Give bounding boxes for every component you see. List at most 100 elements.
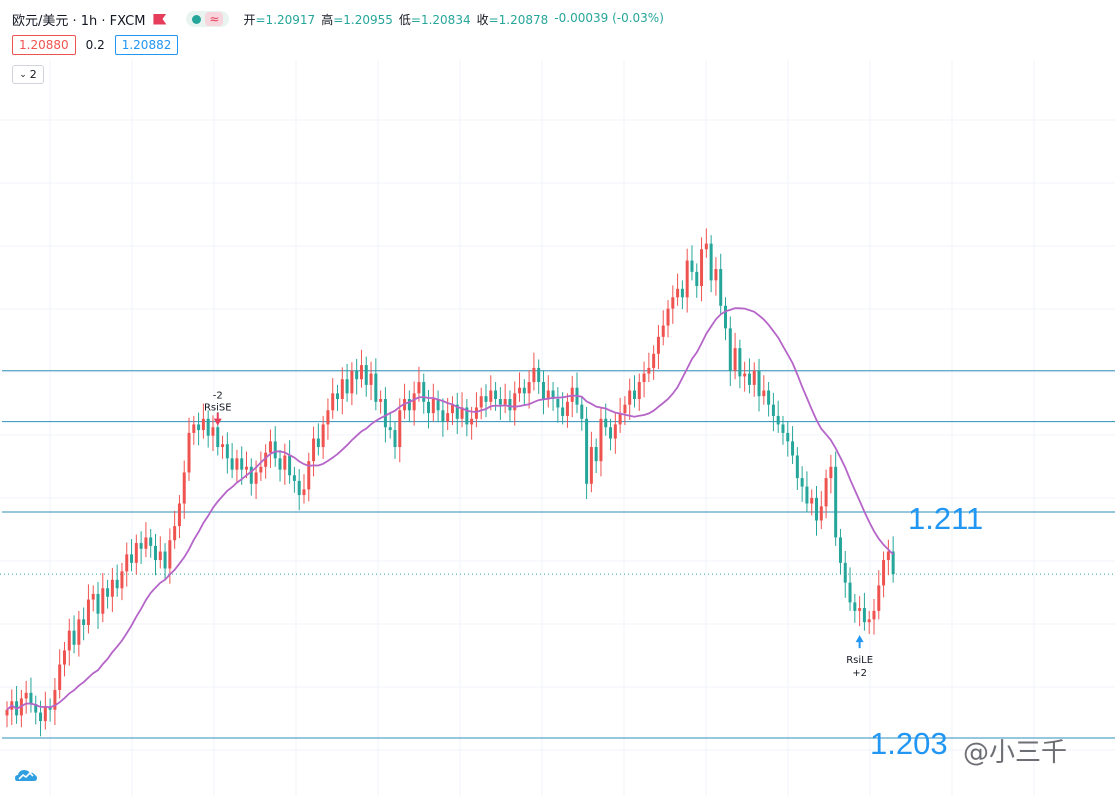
candle[interactable]: [249, 458, 253, 496]
candle[interactable]: [503, 383, 507, 414]
status-pill[interactable]: ≈: [186, 11, 230, 27]
candle[interactable]: [427, 389, 431, 429]
candle[interactable]: [829, 454, 833, 494]
candle[interactable]: [134, 534, 138, 575]
candle[interactable]: [882, 551, 886, 598]
candle[interactable]: [158, 536, 162, 569]
candle[interactable]: [853, 593, 857, 623]
candle[interactable]: [321, 415, 325, 459]
candle[interactable]: [886, 539, 890, 576]
candle[interactable]: [791, 426, 795, 464]
candle[interactable]: [474, 392, 478, 428]
candle[interactable]: [43, 691, 47, 730]
candle[interactable]: [153, 534, 157, 576]
candle[interactable]: [541, 370, 545, 415]
candle[interactable]: [34, 695, 38, 725]
candle[interactable]: [551, 382, 555, 411]
candle[interactable]: [594, 438, 598, 474]
candle[interactable]: [824, 469, 828, 519]
candle[interactable]: [24, 680, 28, 714]
candle[interactable]: [422, 373, 426, 414]
candle[interactable]: [680, 280, 684, 310]
candle[interactable]: [522, 379, 526, 406]
candle[interactable]: [110, 567, 114, 613]
candle[interactable]: [235, 449, 239, 482]
candle[interactable]: [369, 361, 373, 401]
candle[interactable]: [805, 471, 809, 512]
candle[interactable]: [336, 384, 340, 411]
candle[interactable]: [757, 358, 761, 412]
candle[interactable]: [144, 522, 148, 558]
candle[interactable]: [695, 263, 699, 298]
candles[interactable]: [5, 228, 895, 737]
candle[interactable]: [225, 432, 229, 474]
symbol-title[interactable]: 欧元/美元 · 1h · FXCM: [12, 13, 146, 29]
candle[interactable]: [130, 539, 134, 572]
candle[interactable]: [431, 383, 435, 422]
candle[interactable]: [283, 443, 287, 485]
candle[interactable]: [498, 387, 502, 420]
candle[interactable]: [642, 361, 646, 398]
candle[interactable]: [115, 564, 119, 597]
candle[interactable]: [767, 382, 771, 417]
candle[interactable]: [685, 248, 689, 313]
candle[interactable]: [297, 469, 301, 511]
candle[interactable]: [273, 426, 277, 467]
candle[interactable]: [398, 398, 402, 463]
candle[interactable]: [661, 310, 665, 346]
candle[interactable]: [206, 410, 210, 448]
candle[interactable]: [580, 396, 584, 431]
candle[interactable]: [465, 399, 469, 437]
candle[interactable]: [795, 447, 799, 490]
candle[interactable]: [575, 372, 579, 414]
candle[interactable]: [843, 550, 847, 598]
candle[interactable]: [264, 444, 268, 479]
candle[interactable]: [747, 358, 751, 394]
candle[interactable]: [862, 592, 866, 631]
candle[interactable]: [187, 417, 191, 481]
candle[interactable]: [192, 415, 196, 445]
candle[interactable]: [838, 528, 842, 575]
candle[interactable]: [82, 607, 86, 641]
candle[interactable]: [647, 352, 651, 383]
candle[interactable]: [62, 641, 66, 677]
candle[interactable]: [5, 701, 9, 728]
candle[interactable]: [292, 466, 296, 493]
candle[interactable]: [58, 649, 62, 699]
candle[interactable]: [489, 375, 493, 411]
candle[interactable]: [613, 412, 617, 454]
candle[interactable]: [393, 421, 397, 459]
candle[interactable]: [565, 393, 569, 428]
bid-price[interactable]: 1.20880: [12, 35, 76, 55]
candle[interactable]: [125, 542, 129, 587]
candle[interactable]: [436, 390, 440, 423]
candle[interactable]: [350, 362, 354, 406]
candle[interactable]: [441, 398, 445, 437]
candle[interactable]: [106, 579, 110, 609]
candle[interactable]: [326, 398, 330, 440]
candle[interactable]: [182, 460, 186, 519]
candle[interactable]: [810, 489, 814, 516]
candle[interactable]: [848, 567, 852, 611]
tradingview-logo-icon[interactable]: [14, 766, 38, 784]
candle[interactable]: [173, 510, 177, 549]
candle[interactable]: [479, 387, 483, 420]
candle[interactable]: [407, 390, 411, 423]
candle[interactable]: [537, 359, 541, 394]
candle[interactable]: [359, 349, 363, 388]
candle[interactable]: [379, 390, 383, 414]
candle[interactable]: [872, 599, 876, 635]
candle[interactable]: [86, 584, 90, 634]
candle[interactable]: [139, 531, 143, 564]
candle[interactable]: [728, 316, 732, 387]
candle[interactable]: [91, 585, 95, 612]
candle[interactable]: [656, 324, 660, 370]
candle[interactable]: [585, 406, 589, 500]
candle[interactable]: [628, 378, 632, 420]
candle[interactable]: [355, 358, 359, 395]
candle[interactable]: [752, 362, 756, 397]
candle[interactable]: [776, 400, 780, 433]
candle[interactable]: [690, 245, 694, 281]
candle[interactable]: [589, 431, 593, 493]
